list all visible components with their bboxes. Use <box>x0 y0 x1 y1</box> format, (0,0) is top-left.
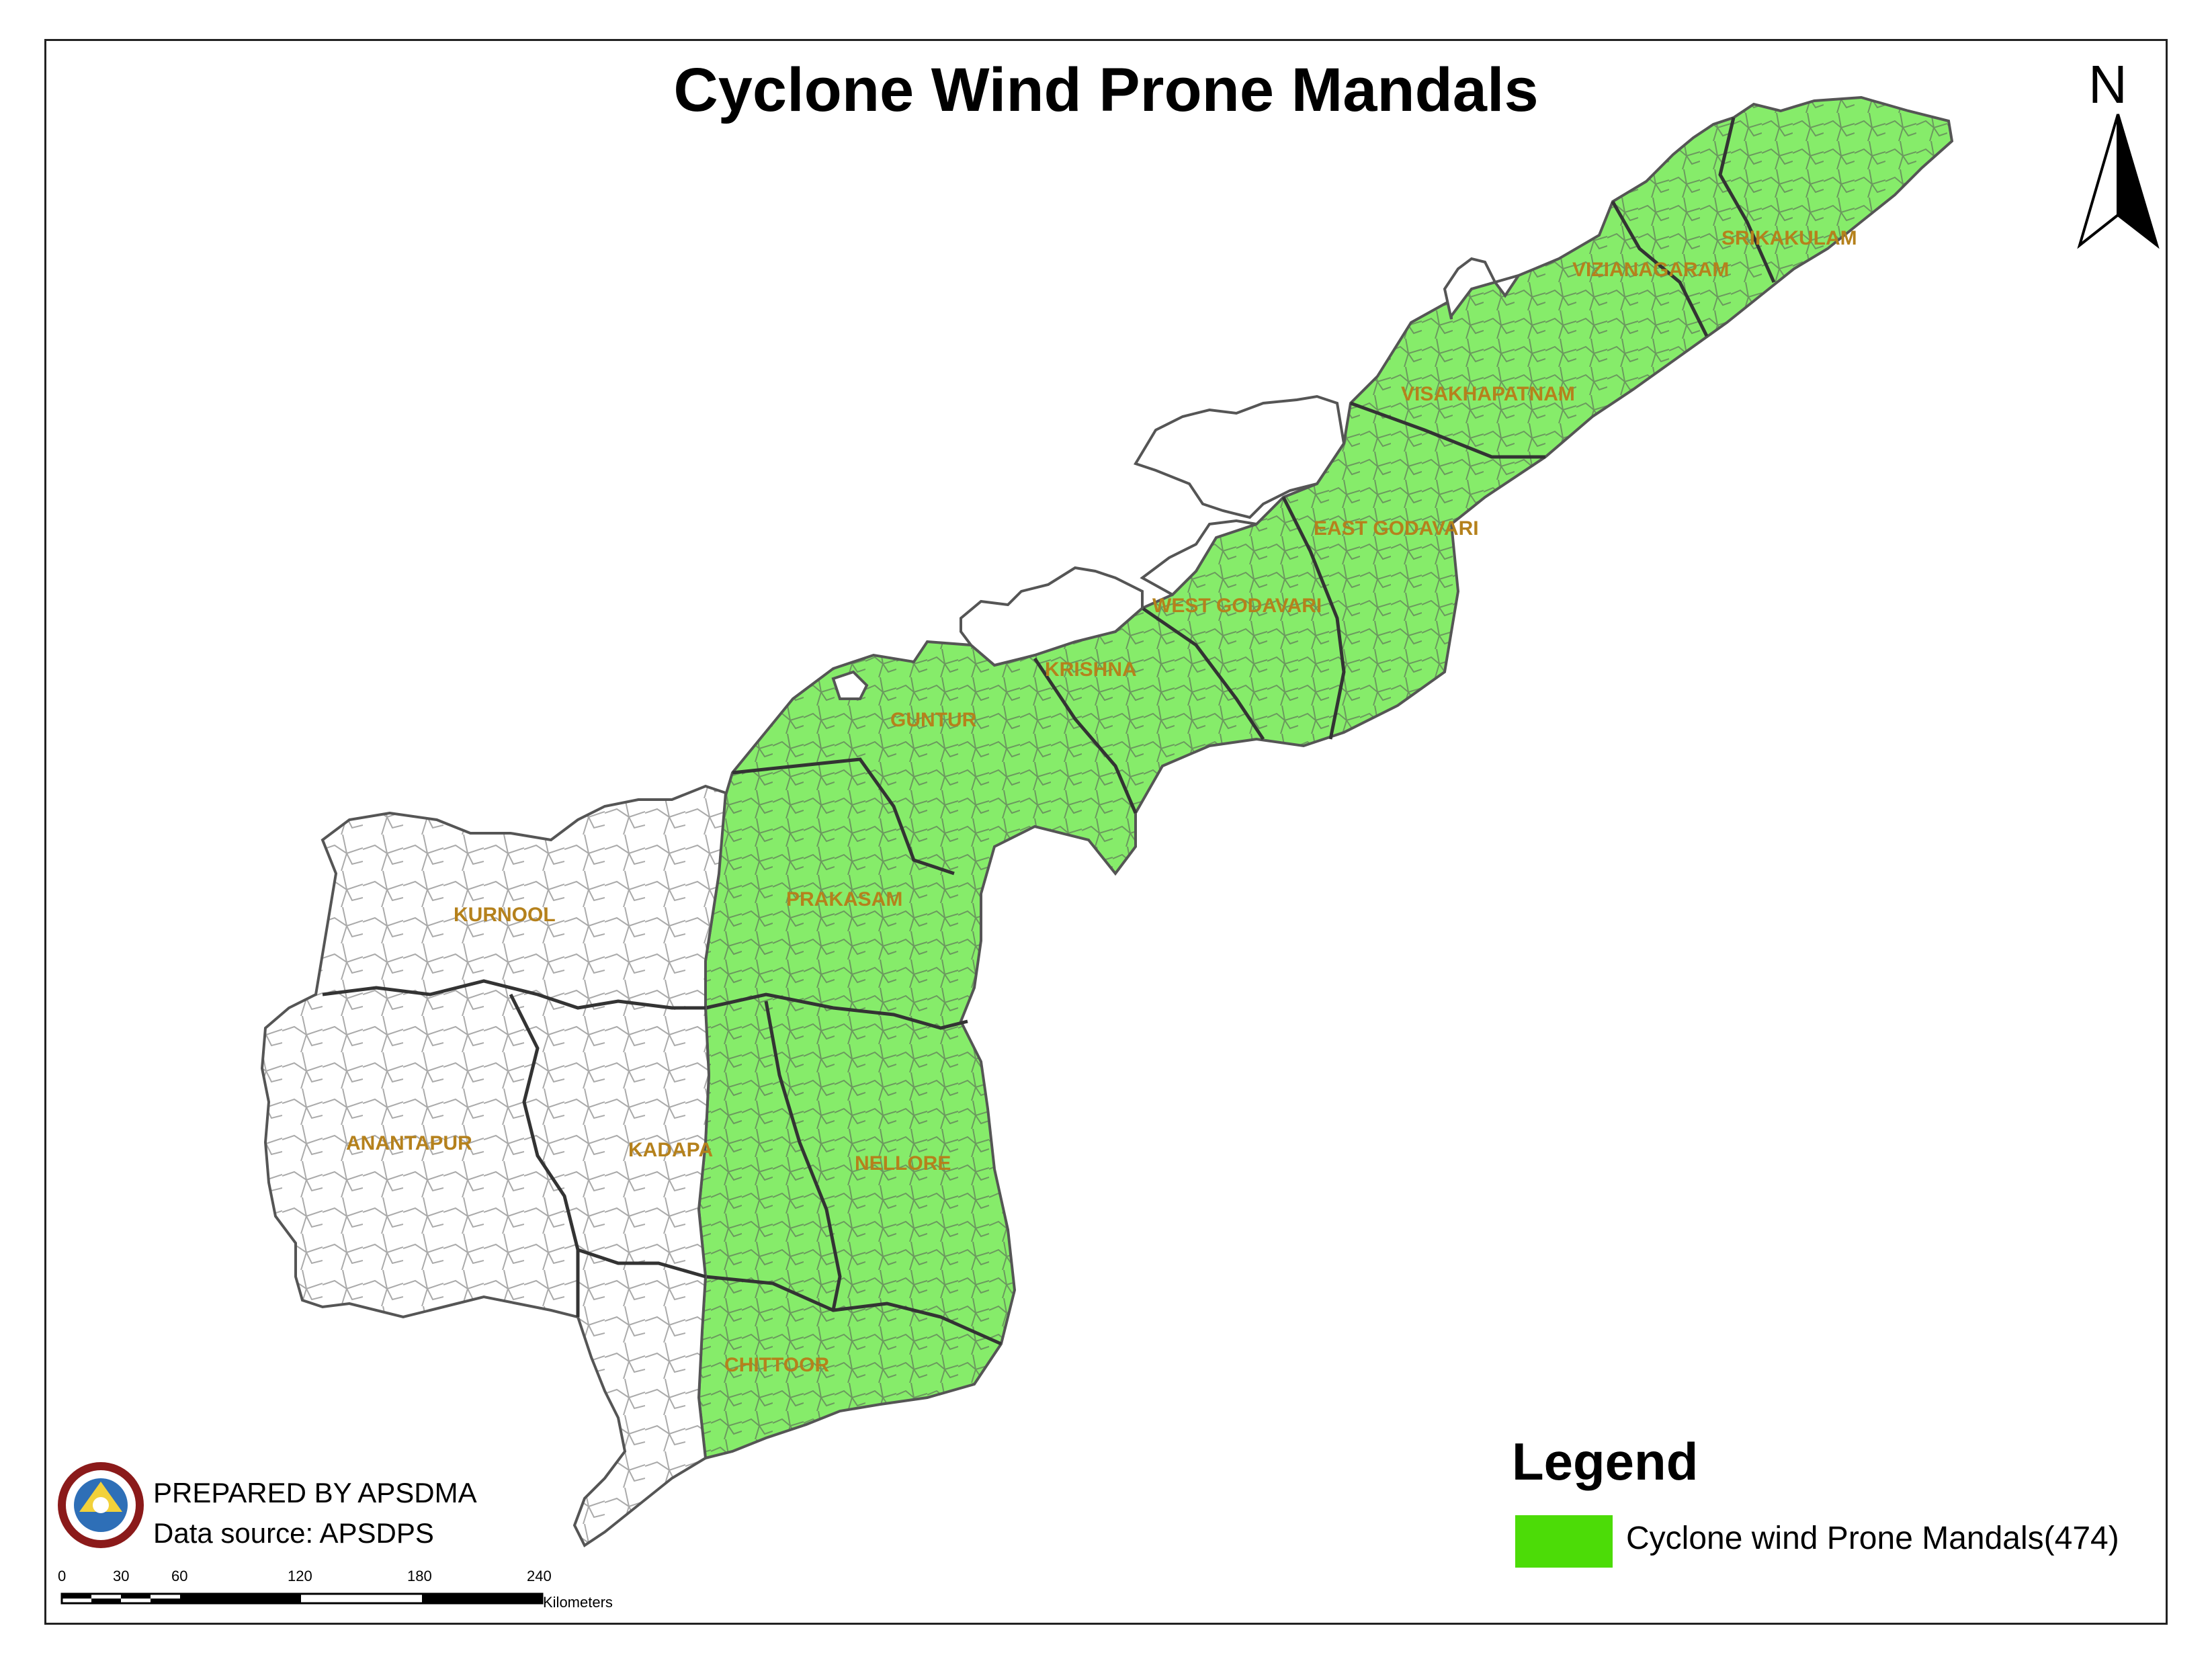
scale-bar <box>60 1592 544 1605</box>
agency-area-west-godavari <box>1140 519 1257 597</box>
apsdma-logo-icon <box>58 1462 144 1548</box>
district-label-vizianagaram: VIZIANAGARAM <box>1572 259 1730 281</box>
scale-tick-180: 180 <box>407 1568 432 1584</box>
district-label-east-godavari: EAST GODAVARI <box>1314 517 1479 540</box>
legend-title: Legend <box>1512 1432 1699 1491</box>
agency-area-vizag <box>1443 257 1522 320</box>
prone-region <box>697 95 1954 1460</box>
prakasam-nellore-boundary <box>705 992 968 1030</box>
kurnool-anantapur-boundary <box>322 979 706 1010</box>
map-title: Cyclone Wind Prone Mandals <box>673 56 1539 124</box>
district-label-west-godavari: WEST GODAVARI <box>1152 595 1322 617</box>
non-prone-mandal-boundaries <box>262 786 726 1545</box>
visakhapatnam-vizianagaram-boundary <box>1611 200 1709 337</box>
district-label-krishna: KRISHNA <box>1045 658 1137 681</box>
guntur-prakasam-boundary <box>732 757 955 876</box>
scale-tick-60: 60 <box>171 1568 188 1584</box>
district-label-kurnool: KURNOOL <box>454 904 556 926</box>
legend-swatch-prone <box>1515 1515 1613 1568</box>
district-label-srikakulam: SRIKAKULAM <box>1721 227 1857 249</box>
district-label-kadapa: KADAPA <box>628 1139 714 1161</box>
krishna-westgodavari-boundary <box>1141 606 1265 740</box>
scale-tick-0: 0 <box>58 1568 67 1584</box>
westgodavari-eastgodavari-boundary <box>1281 496 1346 740</box>
prone-mandal-boundaries <box>699 97 1952 1458</box>
district-label-guntur: GUNTUR <box>890 709 977 731</box>
agency-area-krishna <box>960 566 1144 667</box>
eastgodavari-visakhapatnam-boundary <box>1350 401 1545 459</box>
nellore-chittoor-boundary <box>705 1275 1003 1346</box>
district-label-nellore: NELLORE <box>855 1152 951 1175</box>
district-label-chittoor: CHITTOOR <box>724 1354 830 1376</box>
district-label-prakasam: PRAKASAM <box>786 888 903 910</box>
scale-tick-240: 240 <box>527 1568 552 1584</box>
district-label-anantapur: ANANTAPUR <box>346 1132 472 1154</box>
agency-area-east-godavari <box>1134 394 1346 519</box>
prepared-by-text: PREPARED BY APSDMA <box>153 1477 477 1508</box>
scale-tick-30: 30 <box>113 1568 130 1584</box>
vizianagaram-srikakulam-boundary <box>1718 117 1776 284</box>
district-label-visakhapatnam: VISAKHAPATNAM <box>1401 383 1575 405</box>
krishna-guntur-boundary <box>1033 657 1138 814</box>
kadapa-nellore-boundary <box>764 1001 842 1311</box>
north-arrow-icon <box>2077 114 2160 249</box>
north-label: N <box>2088 54 2127 114</box>
data-source-text: Data source: APSDPS <box>153 1517 434 1549</box>
scale-tick-120: 120 <box>288 1568 312 1584</box>
legend-label-prone: Cyclone wind Prone Mandals(474) <box>1626 1521 2119 1556</box>
kadapa-chittoor-boundary <box>577 1248 706 1279</box>
agency-area-guntur <box>831 670 869 700</box>
scale-unit-label: Kilometers <box>543 1594 613 1611</box>
non-prone-region <box>260 257 1522 1547</box>
